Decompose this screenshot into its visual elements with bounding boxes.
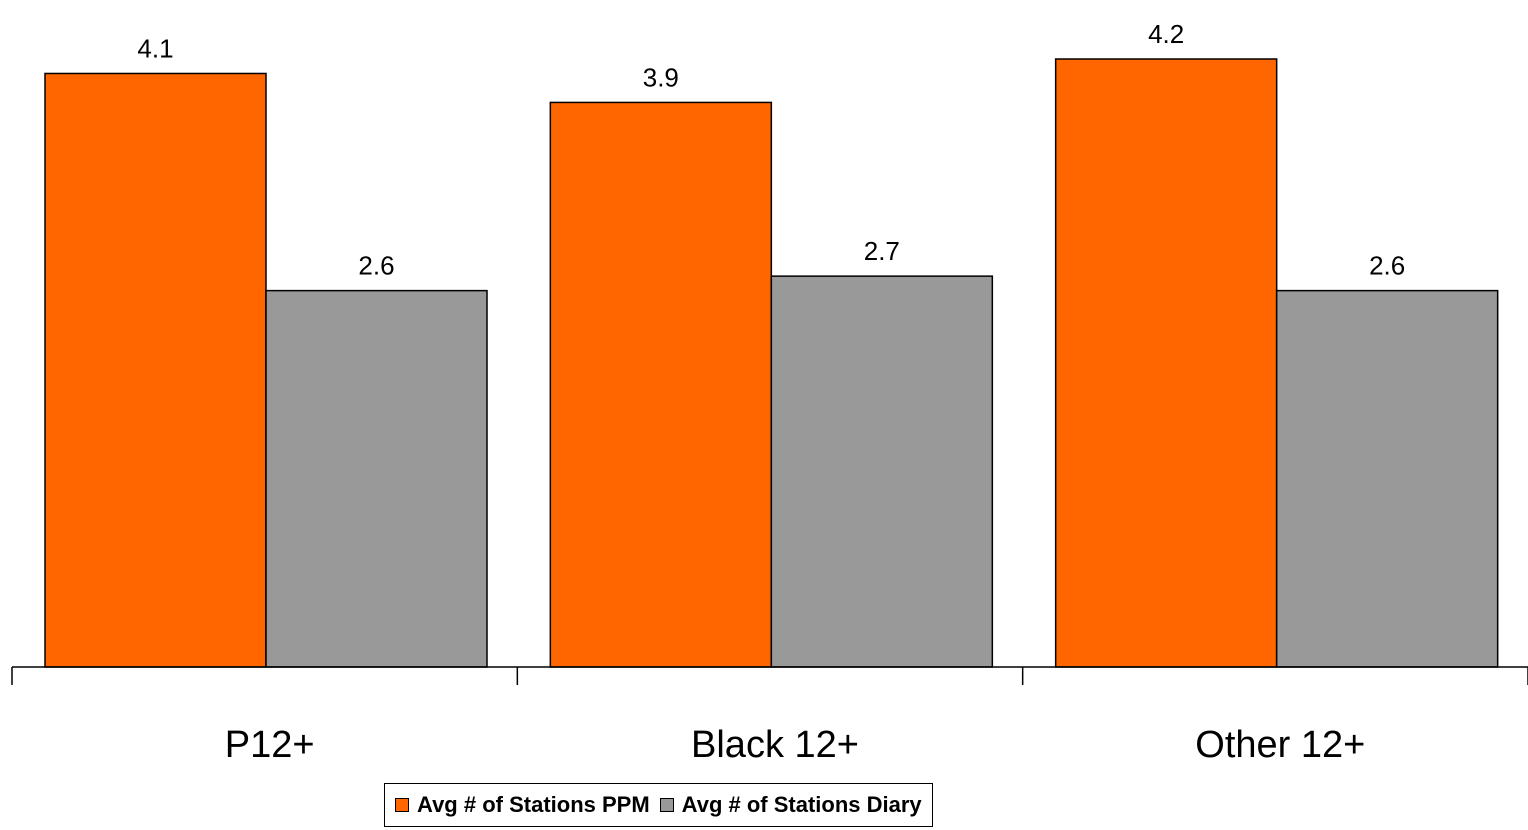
legend-label-ppm: Avg # of Stations PPM xyxy=(417,792,650,817)
bar-diary-0 xyxy=(265,289,488,668)
bar-ppm-1 xyxy=(549,101,773,668)
value-label-ppm-1: 3.9 xyxy=(643,62,679,92)
legend: Avg # of Stations PPM Avg # of Stations … xyxy=(384,783,933,827)
category-label-0: P12+ xyxy=(225,724,315,766)
legend-item-diary: Avg # of Stations Diary xyxy=(659,792,922,818)
bar-diary-1 xyxy=(770,275,994,668)
bar-diary-2 xyxy=(1275,289,1499,668)
legend-item-ppm: Avg # of Stations PPM xyxy=(395,792,650,818)
value-label-ppm-2: 4.2 xyxy=(1148,19,1184,49)
value-labels-layer: 4.1 2.6 3.9 2.7 4.2 2.6 xyxy=(137,19,1405,281)
bar-ppm-0 xyxy=(44,72,267,668)
category-label-2: Other 12+ xyxy=(1195,724,1365,766)
value-label-ppm-0: 4.1 xyxy=(137,33,173,63)
legend-swatch-diary xyxy=(659,798,674,812)
value-label-diary-1: 2.7 xyxy=(864,236,900,266)
value-label-diary-0: 2.6 xyxy=(358,251,394,281)
bars-layer xyxy=(44,58,1499,668)
legend-swatch-ppm xyxy=(395,798,409,812)
category-label-1: Black 12+ xyxy=(691,724,859,766)
bar-ppm-2 xyxy=(1054,58,1278,668)
value-label-diary-2: 2.6 xyxy=(1369,251,1405,281)
category-labels-layer: P12+ Black 12+ Other 12+ xyxy=(225,724,1366,766)
bar-chart: 4.1 2.6 3.9 2.7 4.2 2.6 P12+ Black 12+ Other 12… xyxy=(11,19,1528,766)
legend-label-diary: Avg # of Stations Diary xyxy=(681,792,922,817)
x-axis xyxy=(11,666,1528,685)
